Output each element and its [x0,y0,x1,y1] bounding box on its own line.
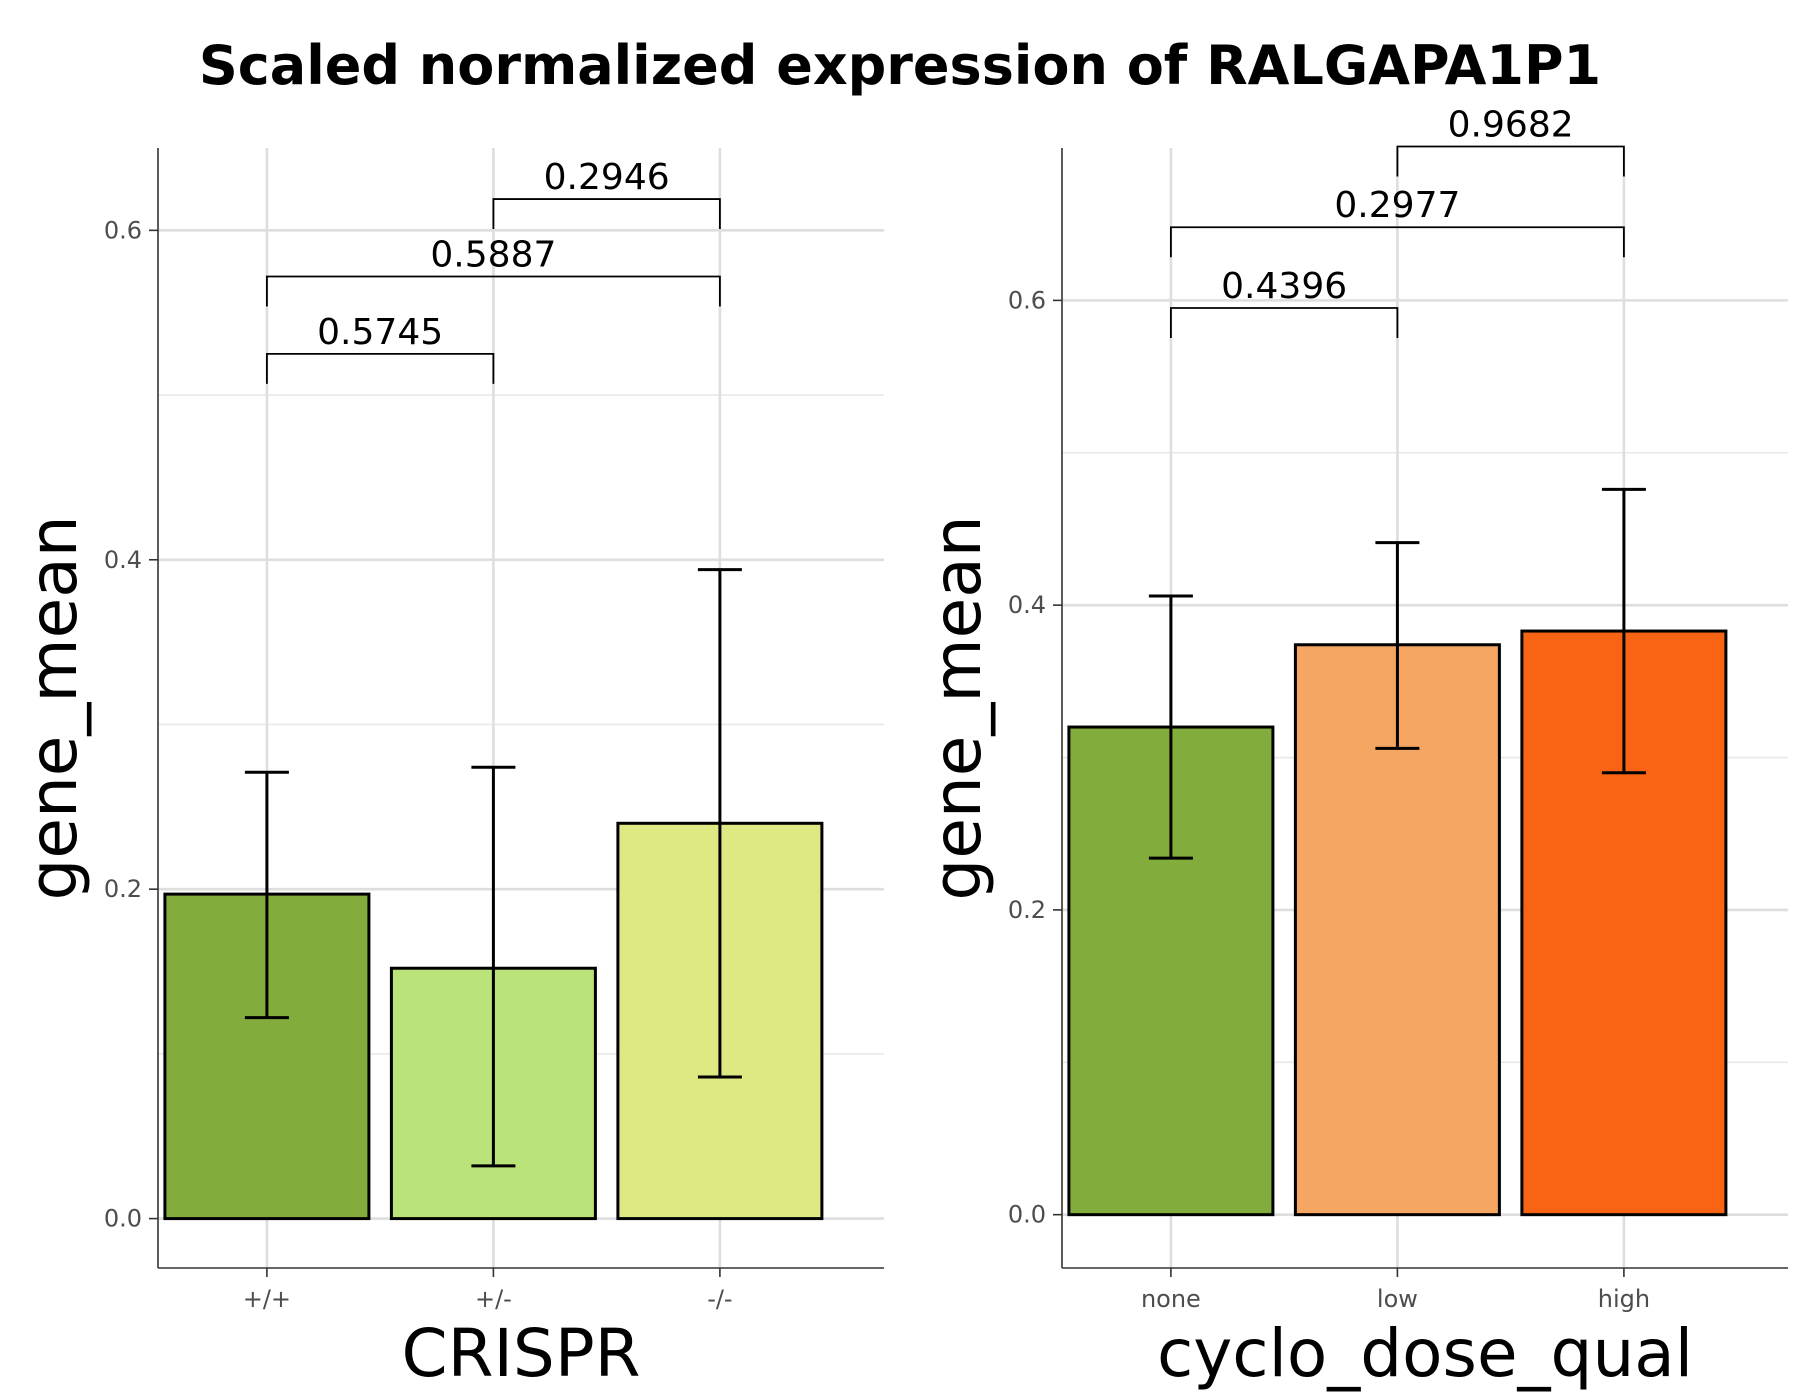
comparison-bracket-2 [492,198,721,230]
y-ticks: 0.0 0.2 0.4 0.6 [1008,286,1062,1229]
x-tick-label: +/+ [243,1285,291,1313]
error-bar-2 [1601,487,1646,775]
y-tick-label: 0.6 [1008,286,1046,314]
comparison-bracket-0 [266,352,495,384]
comparison-brackets: 0.5745 0.5887 0.2946 [266,157,721,384]
y-tick-label: 0.0 [1008,1201,1046,1229]
panel-crispr: 0.5745 0.5887 0.2946 0.0 0.2 0.4 0.6 +/+ +/- -/… [15,148,884,1392]
figure-title: Scaled normalized expression of RALGAPA1… [199,34,1601,97]
panel-cyclo-dose: 0.4396 0.2977 0.9682 0.0 0.2 0.4 0.6 none low h… [919,104,1788,1392]
comparison-bracket-1 [1170,226,1625,258]
x-ticks: none low high [1141,1268,1650,1313]
comparison-brackets: 0.4396 0.2977 0.9682 [1170,104,1625,338]
error-bars [1148,487,1646,860]
x-tick-label: high [1598,1285,1650,1313]
comparison-pvalue-1: 0.5887 [430,234,556,275]
error-bars [244,568,742,1168]
error-bar-1 [471,765,516,1168]
comparison-pvalue-1: 0.2977 [1334,185,1460,226]
y-tick-label: 0.0 [104,1205,142,1233]
x-axis-label: cyclo_dose_qual [1157,1315,1693,1392]
error-bar-2 [697,568,742,1079]
comparison-pvalue-0: 0.4396 [1221,266,1347,307]
comparison-pvalue-0: 0.5745 [317,312,443,353]
x-tick-label: -/- [707,1285,732,1313]
comparison-pvalue-2: 0.2946 [544,157,670,198]
x-tick-label: none [1141,1285,1201,1313]
comparison-bracket-0 [1170,307,1399,338]
y-tick-label: 0.2 [104,875,142,903]
y-tick-label: 0.2 [1008,896,1046,924]
x-ticks: +/+ +/- -/- [243,1268,733,1313]
x-tick-label: low [1377,1285,1418,1313]
y-tick-label: 0.6 [104,216,142,244]
y-ticks: 0.0 0.2 0.4 0.6 [104,216,158,1233]
x-tick-label: +/- [475,1285,512,1313]
y-axis-label: gene_mean [919,515,996,900]
y-tick-label: 0.4 [104,546,142,574]
error-bar-0 [244,770,289,1020]
error-bar-1 [1375,541,1420,750]
comparison-bracket-1 [266,275,721,307]
x-axis-label: CRISPR [402,1315,641,1392]
comparison-bracket-2 [1396,145,1625,177]
y-axis-label: gene_mean [15,515,92,900]
y-tick-label: 0.4 [1008,591,1046,619]
error-bar-0 [1148,594,1193,860]
comparison-pvalue-2: 0.9682 [1448,104,1574,145]
